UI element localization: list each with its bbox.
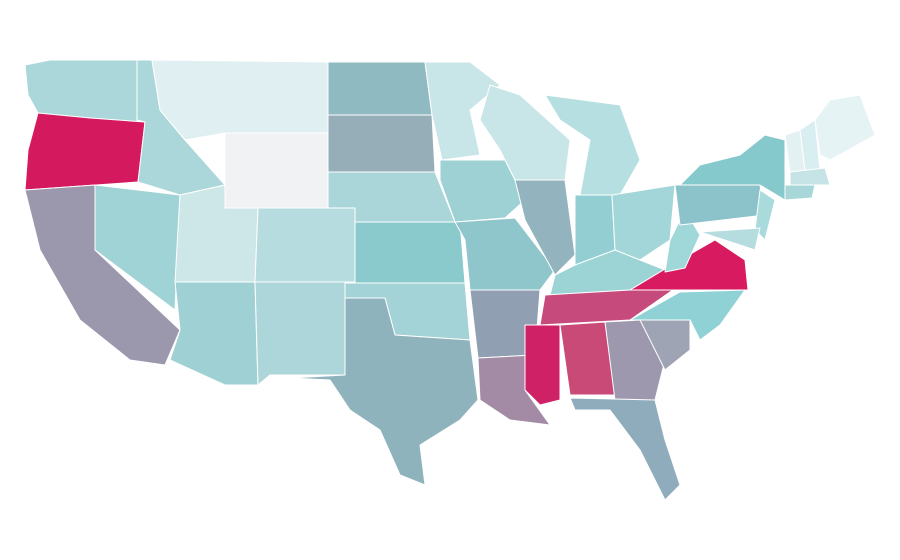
- state-region: [699, 227, 761, 251]
- state-region: [524, 324, 561, 406]
- state-region: [539, 284, 681, 326]
- state-region: [224, 132, 329, 209]
- state-region: [789, 167, 831, 186]
- state-region: [94, 184, 181, 311]
- state-region: [24, 112, 146, 191]
- state-region: [169, 281, 259, 386]
- state-region: [611, 184, 676, 261]
- state-region: [24, 59, 138, 123]
- state-region: [354, 221, 466, 284]
- state-region: [514, 179, 576, 276]
- state-region: [679, 134, 786, 201]
- state-region: [569, 397, 681, 501]
- state-region: [784, 184, 816, 201]
- state-region: [289, 297, 479, 486]
- state-region: [151, 59, 329, 141]
- state-region: [814, 94, 876, 161]
- state-region: [424, 61, 501, 161]
- state-region: [254, 281, 346, 386]
- state-region: [254, 207, 356, 283]
- state-region: [327, 114, 436, 173]
- state-region: [674, 184, 766, 226]
- state-region: [327, 61, 433, 116]
- state-region: [629, 289, 746, 341]
